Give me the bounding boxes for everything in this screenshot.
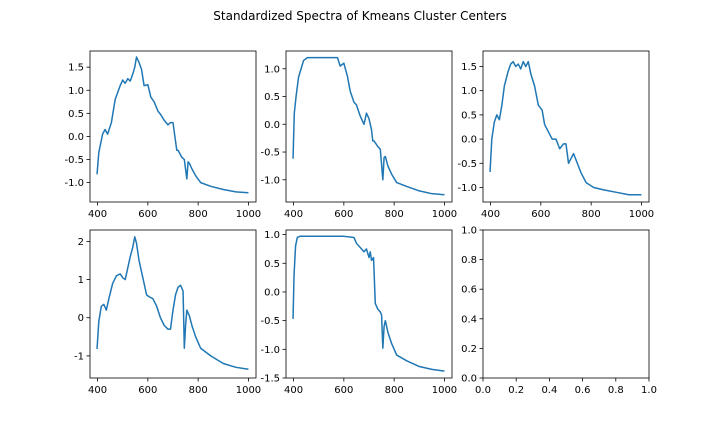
x-tick-label-bottom-right: 0.2 — [508, 385, 524, 396]
x-tick-label-bottom-left: 600 — [138, 385, 157, 396]
y-tick-label-top-right: 0.0 — [461, 135, 477, 146]
axes-top-right: 400 600 800 1000 -1.0 -0.5 0.0 0.5 1.0 1.5 — [457, 50, 654, 220]
x-tick-label-top-right: 1000 — [629, 209, 654, 220]
y-tick-label-bottom-middle: -0.5 — [260, 316, 280, 327]
x-tick-label-top-left: 1000 — [236, 209, 261, 220]
axes-top-middle: 400 600 800 1000 -1.0 -0.5 0.0 0.5 1.0 — [260, 50, 457, 220]
y-tick-label-bottom-right: 0.0 — [461, 374, 477, 385]
y-tick-label-bottom-middle: -1.0 — [260, 345, 280, 356]
y-tick-label-bottom-right: 0.6 — [461, 285, 477, 296]
y-tick-label-bottom-middle: 1.0 — [264, 230, 280, 241]
y-tick-label-top-left: 0.0 — [68, 132, 84, 143]
axes-bottom-left: 400 600 800 1000 -1 0 1 2 — [74, 229, 261, 396]
y-tick-label-bottom-left: -1 — [74, 351, 84, 362]
x-tick-label-bottom-middle: 400 — [284, 385, 303, 396]
y-tick-label-top-left: 1.5 — [68, 63, 84, 74]
figure-title: Standardized Spectra of Kmeans Cluster C… — [213, 9, 506, 23]
series-line-top-right — [489, 60, 642, 196]
x-tick-label-top-right: 400 — [481, 209, 500, 220]
y-tick-label-bottom-right: 0.4 — [461, 314, 477, 325]
x-tick-label-top-middle: 400 — [284, 209, 303, 220]
y-tick-label-top-left: -1.0 — [64, 178, 84, 189]
x-tick-label-top-left: 400 — [88, 209, 107, 220]
axes-frame-bottom-middle — [285, 229, 453, 379]
x-tick-label-top-right: 800 — [582, 209, 601, 220]
y-tick-label-bottom-middle: 0.0 — [264, 287, 280, 298]
y-tick-label-bottom-left: 2 — [78, 237, 84, 248]
axes-frame-top-left — [89, 50, 257, 203]
series-line-bottom-left — [96, 236, 249, 370]
y-tick-label-top-middle: -0.5 — [260, 148, 280, 159]
y-tick-label-top-middle: 0.0 — [264, 120, 280, 131]
x-tick-label-top-middle: 1000 — [432, 209, 457, 220]
y-tick-label-bottom-right: 1.0 — [461, 226, 477, 237]
y-tick-label-top-left: 0.5 — [68, 109, 84, 120]
y-tick-label-top-right: -1.0 — [457, 183, 477, 194]
y-tick-label-bottom-left: 0 — [78, 313, 84, 324]
y-tick-label-top-right: 0.5 — [461, 110, 477, 121]
x-tick-label-bottom-right: 0.6 — [575, 385, 591, 396]
y-tick-label-top-middle: 0.5 — [264, 92, 280, 103]
y-tick-label-top-right: 1.0 — [461, 86, 477, 97]
y-tick-label-top-right: -0.5 — [457, 159, 477, 170]
series-line-top-left — [96, 56, 249, 194]
axes-bottom-middle: 400 600 800 1000 -1.5 -1.0 -0.5 0.0 0.5 1.0 — [260, 229, 457, 396]
series-line-bottom-middle — [292, 235, 445, 372]
x-tick-label-top-middle: 800 — [385, 209, 404, 220]
x-tick-label-bottom-left: 400 — [88, 385, 107, 396]
axes-frame-bottom-left — [89, 229, 257, 379]
y-tick-label-bottom-right: 0.2 — [461, 344, 477, 355]
y-tick-label-top-middle: 1.0 — [264, 64, 280, 75]
y-tick-label-top-middle: -1.0 — [260, 175, 280, 186]
y-tick-label-bottom-middle: 0.5 — [264, 259, 280, 270]
series-line-top-middle — [292, 56, 445, 196]
x-tick-label-top-right: 600 — [531, 209, 550, 220]
y-tick-label-bottom-right: 0.8 — [461, 255, 477, 266]
y-tick-label-top-right: 1.5 — [461, 62, 477, 73]
axes-frame-top-middle — [285, 50, 453, 203]
x-tick-label-top-left: 800 — [189, 209, 208, 220]
x-tick-label-bottom-right: 1.0 — [641, 385, 657, 396]
axes-bottom-right: 0.0 0.2 0.4 0.6 0.8 1.0 0.0 0.2 0.4 0.6 0.8 1.0 — [461, 226, 657, 397]
x-tick-label-bottom-right: 0.8 — [608, 385, 624, 396]
axes-frame-top-right — [482, 50, 650, 203]
x-tick-label-bottom-right: 0.4 — [541, 385, 557, 396]
x-tick-label-top-middle: 600 — [334, 209, 353, 220]
x-tick-label-bottom-left: 800 — [189, 385, 208, 396]
y-tick-label-bottom-middle: -1.5 — [260, 374, 280, 385]
y-tick-label-bottom-left: 1 — [78, 275, 84, 286]
x-tick-label-bottom-middle: 600 — [334, 385, 353, 396]
y-tick-label-top-left: 1.0 — [68, 86, 84, 97]
x-tick-label-top-left: 600 — [138, 209, 157, 220]
x-tick-label-bottom-middle: 800 — [385, 385, 404, 396]
y-tick-label-top-left: -0.5 — [64, 155, 84, 166]
axes-frame-bottom-right — [482, 229, 650, 379]
x-tick-label-bottom-right: 0.0 — [475, 385, 491, 396]
x-tick-label-bottom-middle: 1000 — [432, 385, 457, 396]
x-tick-label-bottom-left: 1000 — [236, 385, 261, 396]
axes-top-left: 400 600 800 1000 -1.0 -0.5 0.0 0.5 1.0 1.5 — [64, 50, 261, 220]
